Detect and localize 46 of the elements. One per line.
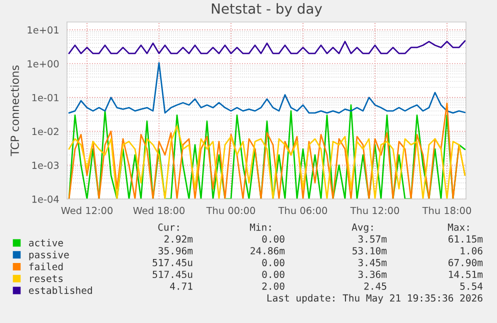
y-tick-label: 1e-01 [32,94,58,102]
text: 0.00 [262,270,284,278]
text: 0.00 [262,235,284,243]
x-tick-label: Thu 00:00 [206,206,256,214]
y-tick-label: 1e-04 [32,195,59,203]
legend-label: active [29,238,63,246]
text: 1.06 [460,247,482,254]
legend-label: established [29,286,92,294]
y-tick-label: 1e+01 [28,26,58,34]
text: 14.51m [449,270,483,278]
text: 2.92m [164,235,193,243]
text: 53.10m [352,247,387,254]
legend-label: passive [29,250,69,260]
legend-label: failed [29,262,63,270]
text: 3.57m [358,235,387,243]
chart-title: Netstat - by day [212,3,322,17]
text: Cur: [158,223,179,231]
text: 24.86m [250,247,285,254]
line-series [68,62,466,114]
text: 2.00 [262,282,284,290]
text: 2.45 [364,282,386,290]
text: 517.45u [152,270,192,278]
text: 4.71 [170,282,192,290]
text: Last update: Thu May 21 19:35:36 2026 [267,294,482,304]
x-tick-label: Wed 18:00 [133,206,185,214]
text: 3.36m [358,270,387,278]
y-tick-label: 1e-03 [32,162,59,169]
x-tick-label: Wed 12:00 [61,206,113,214]
text: Avg: [352,224,373,233]
text: Min: [250,223,271,231]
line-series [68,40,466,54]
text: 517.45u [152,259,192,266]
y-tick-label: 1e-02 [32,128,58,136]
y-tick-label: 1e+00 [28,60,59,68]
x-tick-label: Thu 18:00 [422,206,472,214]
y-axis-title: TCP connections [10,65,19,156]
text: 61.15m [448,235,483,243]
text: 67.90m [448,258,483,266]
x-tick-label: Thu 12:00 [350,206,400,214]
text: 35.96m [158,247,193,254]
legend-label: resets [30,275,63,282]
text: 3.45m [358,258,387,266]
x-tick-label: Thu 06:00 [278,206,328,214]
text: 5.54 [460,282,483,290]
text: Max: [448,224,469,231]
text: 0.00 [262,258,284,266]
